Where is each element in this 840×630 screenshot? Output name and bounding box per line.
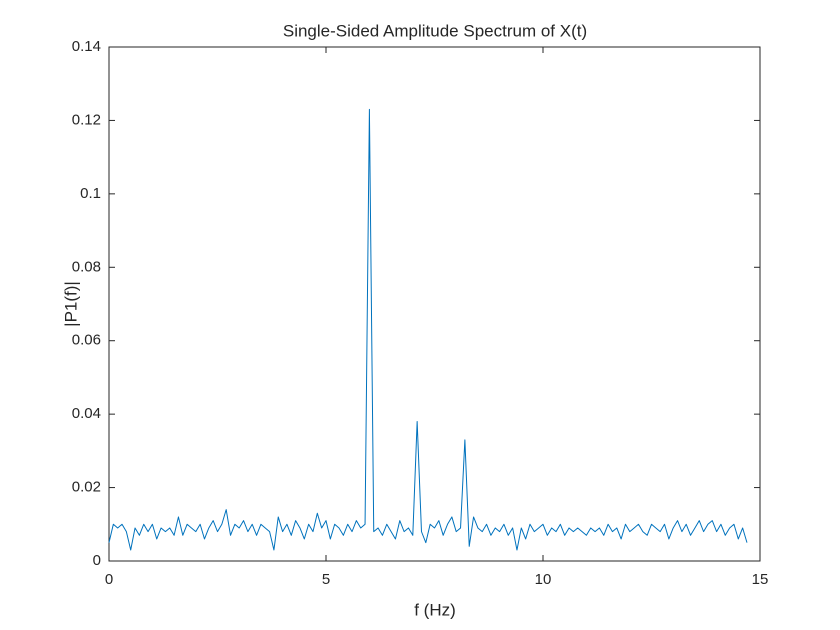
x-tick-label: 0	[105, 571, 113, 588]
y-tick-label: 0.06	[72, 332, 101, 349]
chart-title: Single-Sided Amplitude Spectrum of X(t)	[283, 21, 587, 40]
y-tick-label: 0.08	[72, 258, 101, 275]
x-tick-label: 10	[535, 571, 552, 588]
x-tick-label: 5	[322, 571, 330, 588]
y-tick-label: 0.1	[80, 185, 101, 202]
y-tick-label: 0	[93, 552, 101, 569]
x-tick-label: 15	[752, 571, 769, 588]
y-tick-label: 0.04	[72, 405, 101, 422]
y-axis-label: |P1(f)|	[61, 281, 80, 327]
plot-box	[108, 46, 761, 562]
data-line	[108, 108, 748, 551]
y-tick-label: 0.12	[72, 111, 101, 128]
x-axis-label: f (Hz)	[414, 600, 456, 619]
y-tick-label: 0.02	[72, 479, 101, 496]
y-tick-label: 0.14	[72, 38, 101, 55]
